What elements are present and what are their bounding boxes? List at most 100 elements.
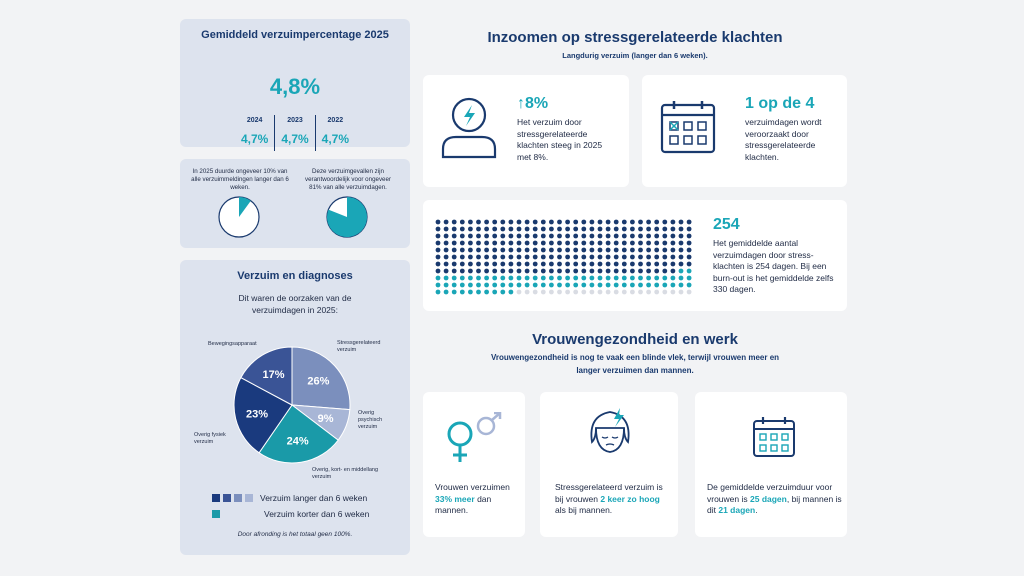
day-dot xyxy=(500,282,506,288)
day-dot xyxy=(654,247,660,253)
day-dot xyxy=(476,268,481,274)
day-dot xyxy=(597,254,603,260)
day-dot xyxy=(630,247,635,253)
day-dot xyxy=(646,268,651,274)
day-dot xyxy=(459,240,465,246)
day-dot xyxy=(484,254,489,260)
day-dot xyxy=(476,247,481,253)
day-dot xyxy=(686,226,692,232)
day-dot xyxy=(686,275,692,281)
day-dot xyxy=(654,219,660,225)
day-dot xyxy=(532,233,538,239)
day-dot xyxy=(443,240,449,246)
day-dot xyxy=(670,275,676,281)
stress-share-stat: 1 op de 4 xyxy=(745,95,815,112)
day-dot xyxy=(565,268,570,274)
day-dot xyxy=(500,219,506,225)
day-dot xyxy=(605,282,611,288)
day-dot xyxy=(435,226,441,232)
day-dot xyxy=(484,240,489,246)
day-dot xyxy=(597,233,603,239)
day-dot xyxy=(492,261,498,267)
day-dot xyxy=(605,275,611,281)
day-dot xyxy=(484,219,489,225)
day-dot xyxy=(605,233,611,239)
day-dot xyxy=(678,282,684,288)
day-dot xyxy=(540,247,546,253)
day-dot xyxy=(459,254,465,260)
pie-label-other-psych: 9% xyxy=(318,413,334,425)
day-dot xyxy=(443,254,449,260)
day-dot xyxy=(613,289,619,295)
day-dot xyxy=(476,261,481,267)
day-dot xyxy=(638,219,643,225)
day-dot xyxy=(557,268,562,274)
day-dot xyxy=(451,226,457,232)
day-dot xyxy=(678,226,684,232)
day-dot xyxy=(630,275,635,281)
day-dot xyxy=(654,282,660,288)
day-dot xyxy=(662,275,668,281)
day-dot xyxy=(630,268,635,274)
day-dot xyxy=(605,226,611,232)
day-dot xyxy=(532,282,538,288)
year-2022: 2022 4,7% xyxy=(314,115,355,151)
day-dot xyxy=(500,240,506,246)
day-dot xyxy=(508,233,514,239)
day-dot xyxy=(581,268,587,274)
day-dot xyxy=(468,247,473,253)
day-dot xyxy=(630,289,635,295)
gender-symbols-icon xyxy=(447,412,502,462)
day-dot xyxy=(565,261,570,267)
day-dot xyxy=(516,233,522,239)
day-dot xyxy=(451,254,457,260)
day-dot xyxy=(532,219,538,225)
day-dot xyxy=(443,226,449,232)
legend-short: Verzuim korter dan 6 weken xyxy=(212,509,369,519)
day-dot xyxy=(476,240,481,246)
day-dot xyxy=(686,247,692,253)
day-dot xyxy=(638,289,643,295)
day-dot xyxy=(613,247,619,253)
day-dot xyxy=(549,261,554,267)
long-absence-days-slice xyxy=(327,197,367,237)
day-dot xyxy=(613,268,619,274)
day-dot xyxy=(451,233,457,239)
day-dot xyxy=(468,219,473,225)
day-dot xyxy=(549,289,554,295)
day-dot xyxy=(621,268,627,274)
stress-subtitle: Langdurig verzuim (langer dan 6 weken). xyxy=(562,51,708,60)
day-dot xyxy=(549,275,554,281)
day-dot xyxy=(435,219,441,225)
year-2024: 2024 4,7% xyxy=(240,117,269,146)
day-dot xyxy=(459,219,465,225)
day-dot xyxy=(573,226,579,232)
stress-share-text: verzuimdagen wordt veroorzaakt door stre… xyxy=(745,117,822,162)
day-dot xyxy=(443,233,449,239)
day-dot xyxy=(597,219,603,225)
day-dot xyxy=(686,282,692,288)
day-dot xyxy=(435,240,441,246)
day-dot xyxy=(500,247,506,253)
day-dot xyxy=(638,233,643,239)
day-dot xyxy=(484,261,489,267)
day-dot xyxy=(605,254,611,260)
women-title: Vrouwengezondheid en werk xyxy=(532,331,738,348)
day-dot xyxy=(468,254,473,260)
day-dot xyxy=(630,261,635,267)
day-dot xyxy=(524,261,530,267)
day-dot xyxy=(516,240,522,246)
day-dot xyxy=(662,247,668,253)
day-dot xyxy=(670,240,676,246)
day-dot xyxy=(678,240,684,246)
day-dot xyxy=(581,219,587,225)
day-dot xyxy=(573,233,579,239)
day-dot xyxy=(524,282,530,288)
day-dot xyxy=(597,289,603,295)
day-dot xyxy=(678,247,684,253)
day-dot xyxy=(654,261,660,267)
day-dot xyxy=(435,275,441,281)
day-dot xyxy=(540,282,546,288)
day-dot xyxy=(662,226,668,232)
day-dot xyxy=(646,261,651,267)
